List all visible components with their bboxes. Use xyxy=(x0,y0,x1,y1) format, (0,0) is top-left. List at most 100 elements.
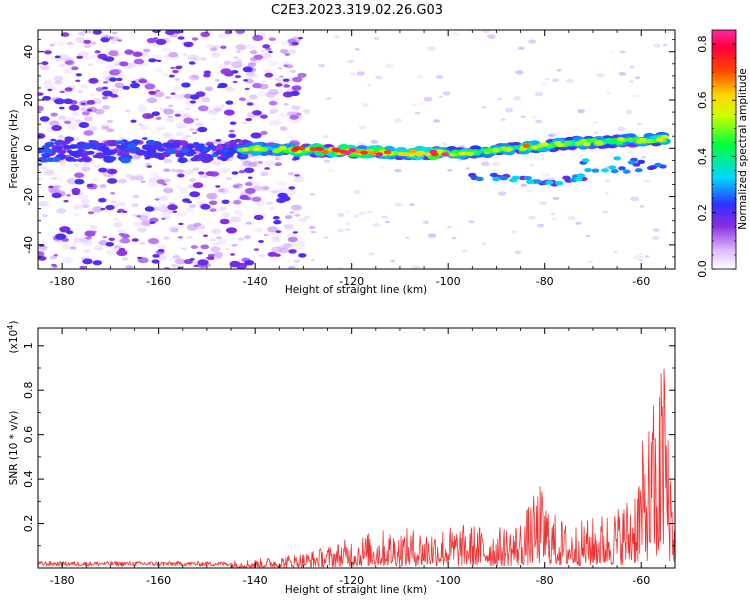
spectrogram-cell xyxy=(288,265,296,269)
spectrogram-cell xyxy=(66,150,74,154)
x-tick-label: -160 xyxy=(146,275,171,288)
spectrogram-cell xyxy=(41,153,48,157)
spectrogram-cell xyxy=(48,185,54,189)
spectrogram-cell xyxy=(618,71,626,76)
spectrogram-cell xyxy=(130,82,140,89)
spectrogram-cell xyxy=(149,217,159,223)
spectrogram-cell xyxy=(252,34,264,42)
snr-y-label: SNR (10 * v/v) xyxy=(8,411,20,486)
spectrogram-cell xyxy=(337,228,344,233)
spectrogram-cell xyxy=(116,73,127,79)
spectrogram-cell xyxy=(344,228,351,232)
spectrogram-cell xyxy=(458,151,466,156)
spectrogram-cell xyxy=(285,189,297,196)
spectrogram-cell xyxy=(344,210,350,213)
spectrogram-cell xyxy=(81,111,90,116)
spectrogram-cell xyxy=(231,61,243,68)
spectrogram-cell xyxy=(100,207,106,211)
spectrogram-cell xyxy=(158,206,169,213)
spectrogram-cell xyxy=(596,72,605,78)
spectrogram-cell xyxy=(211,153,219,158)
spectrogram-cell xyxy=(207,256,215,261)
spectrogram-cell xyxy=(107,48,113,51)
spectrogram-cell xyxy=(275,157,280,160)
spectrogram-cell xyxy=(653,43,661,48)
spectrogram-cell xyxy=(67,116,76,122)
spectrogram-cell xyxy=(199,57,208,61)
spectrogram-cell xyxy=(244,167,255,174)
spectrogram-cell xyxy=(63,98,73,105)
spectrogram-cell xyxy=(283,84,291,88)
spectrogram-cell xyxy=(547,134,554,137)
spectrogram-cell xyxy=(136,106,147,113)
spectrogram-cell xyxy=(385,63,394,68)
spectrogram-cell xyxy=(343,150,351,155)
spectrogram-cell xyxy=(130,119,137,123)
snr-frame xyxy=(37,327,676,569)
spectrogram-cell xyxy=(277,67,283,70)
spectrogram-cell xyxy=(104,56,115,62)
spectrogram-cell xyxy=(660,134,669,139)
spectrogram-cell xyxy=(220,45,227,49)
spectrogram-cell xyxy=(137,227,147,233)
spectrogram-cell xyxy=(206,192,218,200)
colorbar-label: Normalized spectral amplitude xyxy=(737,68,749,229)
spectrogram-cell xyxy=(87,63,94,67)
spectrogram-cell xyxy=(281,41,289,45)
spectrogram-cell xyxy=(150,131,156,135)
spectrogram-cell xyxy=(50,44,55,47)
spectrogram-cell xyxy=(102,58,108,61)
spectrogram-cell xyxy=(294,214,301,217)
spectrogram-cell xyxy=(481,106,487,109)
spectrogram-cell xyxy=(282,243,292,249)
spectrogram-cell xyxy=(38,163,43,166)
spectrogram-cell xyxy=(189,191,201,198)
spectrogram-cell xyxy=(279,49,289,54)
spectrogram-cell xyxy=(57,41,68,47)
spectrogram-cell xyxy=(292,76,303,83)
spectrogram-cell xyxy=(224,71,234,77)
spectrogram-cell xyxy=(210,246,221,253)
spectrogram-cell xyxy=(102,70,110,75)
spectrogram-cell xyxy=(644,255,650,258)
spectrogram-cell xyxy=(92,260,103,266)
spectrogram-cell xyxy=(274,162,282,167)
spectrogram-cell xyxy=(275,230,282,234)
spectrogram-cell xyxy=(40,165,47,170)
spectrogram-cell xyxy=(196,122,204,127)
spectrogram-cell xyxy=(237,237,245,241)
spectrogram-cell xyxy=(78,90,83,93)
spectrogram-cell xyxy=(178,187,189,194)
spectrogram-cell xyxy=(82,30,92,34)
spectrogram-cell xyxy=(192,142,200,146)
spectrogram-cell xyxy=(163,108,175,115)
spectrogram-cell xyxy=(148,90,157,95)
spectrogram-cell xyxy=(481,161,490,167)
x-tick-label: -80 xyxy=(536,275,554,288)
spectrogram-cell xyxy=(79,265,86,269)
spectrogram-cell xyxy=(39,116,50,122)
spectrogram-cell xyxy=(526,179,535,185)
spectrogram-cell xyxy=(303,215,311,220)
spectrogram-cell xyxy=(82,258,93,265)
spectrogram-cell xyxy=(137,256,143,260)
spectrogram-cell xyxy=(228,185,233,189)
spectrogram-cell xyxy=(652,228,660,232)
spectrogram-cell xyxy=(121,233,130,239)
spectrogram-cell xyxy=(245,43,256,49)
spectrogram-cell xyxy=(263,233,269,237)
spectrogram-cell xyxy=(174,113,182,117)
spectrogram-cell xyxy=(117,201,126,207)
spectrogram-cell xyxy=(258,253,266,258)
spectrogram-cell xyxy=(427,46,436,51)
spectrogram-cell xyxy=(483,150,492,155)
spectrogram-cell xyxy=(198,171,205,175)
spectrogram-cell xyxy=(409,149,417,154)
spectrogram-cell xyxy=(610,138,618,143)
spectrogram-cell xyxy=(175,185,182,188)
spectrogram-cell xyxy=(655,137,664,142)
spectrogram-cell xyxy=(63,200,69,203)
spectrogram-cell xyxy=(98,167,108,173)
spectrogram-cell xyxy=(409,203,415,206)
